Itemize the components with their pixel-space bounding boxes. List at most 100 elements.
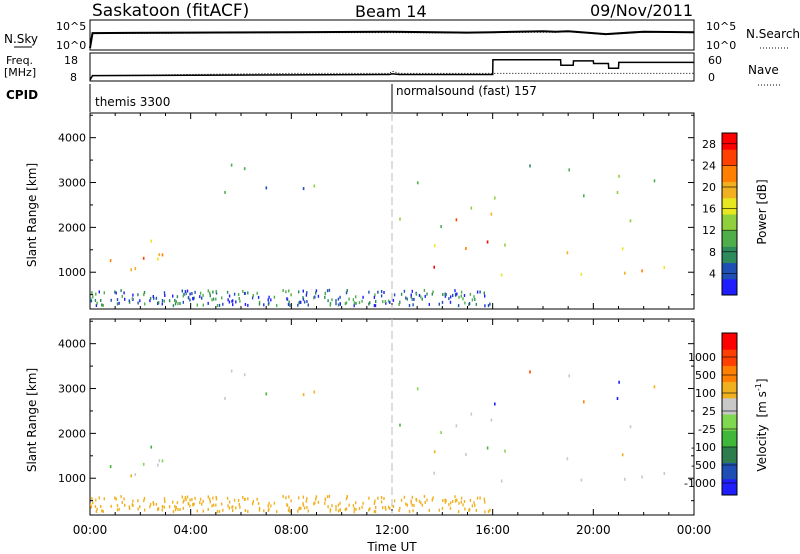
velocity-echo	[529, 370, 531, 374]
velocity-echo	[123, 497, 125, 501]
velocity-echo	[161, 459, 164, 463]
power-echo	[352, 298, 355, 302]
power-echo	[483, 291, 485, 295]
velocity-echo	[362, 501, 364, 505]
power-echo	[174, 298, 176, 302]
power-echo	[212, 297, 215, 301]
velocity-echo	[460, 496, 463, 500]
power-echo	[139, 299, 141, 303]
velocity-colorbar-unit: [m s	[755, 391, 769, 417]
colorbar-tick-label: -500	[691, 459, 716, 472]
time-tick-label: 20:00	[576, 523, 611, 537]
power-echo	[383, 291, 385, 294]
power-echo	[484, 294, 486, 298]
power-echo	[433, 244, 436, 248]
power-echo	[282, 289, 284, 292]
velocity-echo	[228, 500, 231, 504]
power-echo	[251, 296, 254, 300]
velocity-echo	[448, 503, 450, 507]
velocity-echo	[243, 498, 246, 501]
power-echo	[183, 292, 185, 296]
velocity-echo	[137, 499, 139, 503]
power-echo	[209, 291, 211, 295]
velocity-echo	[580, 478, 583, 482]
velocity-echo	[285, 496, 287, 500]
power-echo	[177, 302, 179, 306]
power-echo	[305, 293, 308, 297]
velocity-echo	[134, 473, 137, 477]
power-echo	[263, 303, 265, 307]
velocity-echo	[624, 477, 626, 481]
power-echo	[193, 296, 195, 300]
power-echo	[418, 293, 421, 297]
power-echo	[306, 300, 308, 303]
power-echo	[355, 295, 357, 299]
power-echo	[137, 293, 139, 297]
velocity-echo	[374, 499, 376, 503]
nsky-series	[89, 30, 695, 49]
power-echo	[307, 303, 309, 307]
power-echo	[583, 194, 585, 198]
power-echo	[98, 290, 100, 294]
velocity-echo	[368, 496, 370, 500]
power-echo	[164, 294, 166, 297]
power-echo	[306, 291, 308, 295]
velocity-echo	[128, 507, 131, 510]
power-echo	[90, 299, 93, 303]
power-echo	[426, 292, 428, 296]
power-echo	[384, 300, 386, 303]
power-echo	[174, 302, 177, 306]
power-echo	[361, 299, 363, 303]
power-echo	[566, 251, 569, 255]
velocity-echo	[428, 508, 430, 512]
velocity-echo	[433, 450, 436, 454]
velocity-echo	[383, 497, 385, 500]
velocity-echo	[377, 496, 379, 500]
velocity-echo	[331, 504, 333, 508]
power-echo	[454, 293, 457, 296]
velocity-echo	[307, 509, 309, 513]
velocity-echo	[464, 507, 466, 511]
velocity-colorbar-unit-end: ]	[755, 378, 769, 383]
velocity-echo	[328, 494, 331, 498]
velocity-echo	[157, 463, 159, 467]
velocity-echo	[300, 506, 302, 510]
velocity-echo	[96, 507, 98, 511]
power-echo	[121, 294, 123, 298]
power-echo	[123, 291, 125, 295]
velocity-echo	[344, 508, 347, 512]
power-echo	[303, 300, 306, 304]
velocity-echo	[361, 505, 363, 509]
time-tick-label: 12:00	[375, 523, 410, 537]
power-echo	[257, 295, 260, 299]
power-echo	[184, 290, 187, 294]
velocity-echo	[207, 495, 209, 499]
power-echo	[231, 299, 233, 303]
power-echo	[149, 296, 152, 300]
velocity-echo	[288, 495, 290, 499]
power-echo	[298, 290, 300, 294]
nsearch-tick-top: 10^5	[706, 20, 736, 33]
power-echo	[194, 290, 196, 294]
power-echo	[339, 295, 341, 299]
velocity-echo	[345, 497, 348, 501]
colorbar-cell	[722, 197, 737, 215]
velocity-echo	[484, 500, 486, 504]
colorbar-cell	[722, 430, 737, 447]
velocity-echo	[399, 506, 401, 510]
power-echo	[116, 302, 119, 306]
time-axis-label: Time UT	[366, 540, 417, 554]
power-echo	[137, 301, 139, 305]
power-echo	[202, 303, 204, 307]
power-echo	[128, 301, 131, 304]
velocity-echo	[411, 495, 413, 499]
velocity-echo	[199, 501, 201, 505]
velocity-echo	[352, 504, 355, 508]
velocity-echo	[621, 453, 624, 457]
power-echo	[90, 297, 92, 301]
power-echo	[313, 296, 315, 300]
velocity-echo	[454, 495, 456, 499]
velocity-echo	[174, 504, 176, 508]
power-echo	[227, 298, 229, 302]
power-echo	[128, 299, 130, 303]
